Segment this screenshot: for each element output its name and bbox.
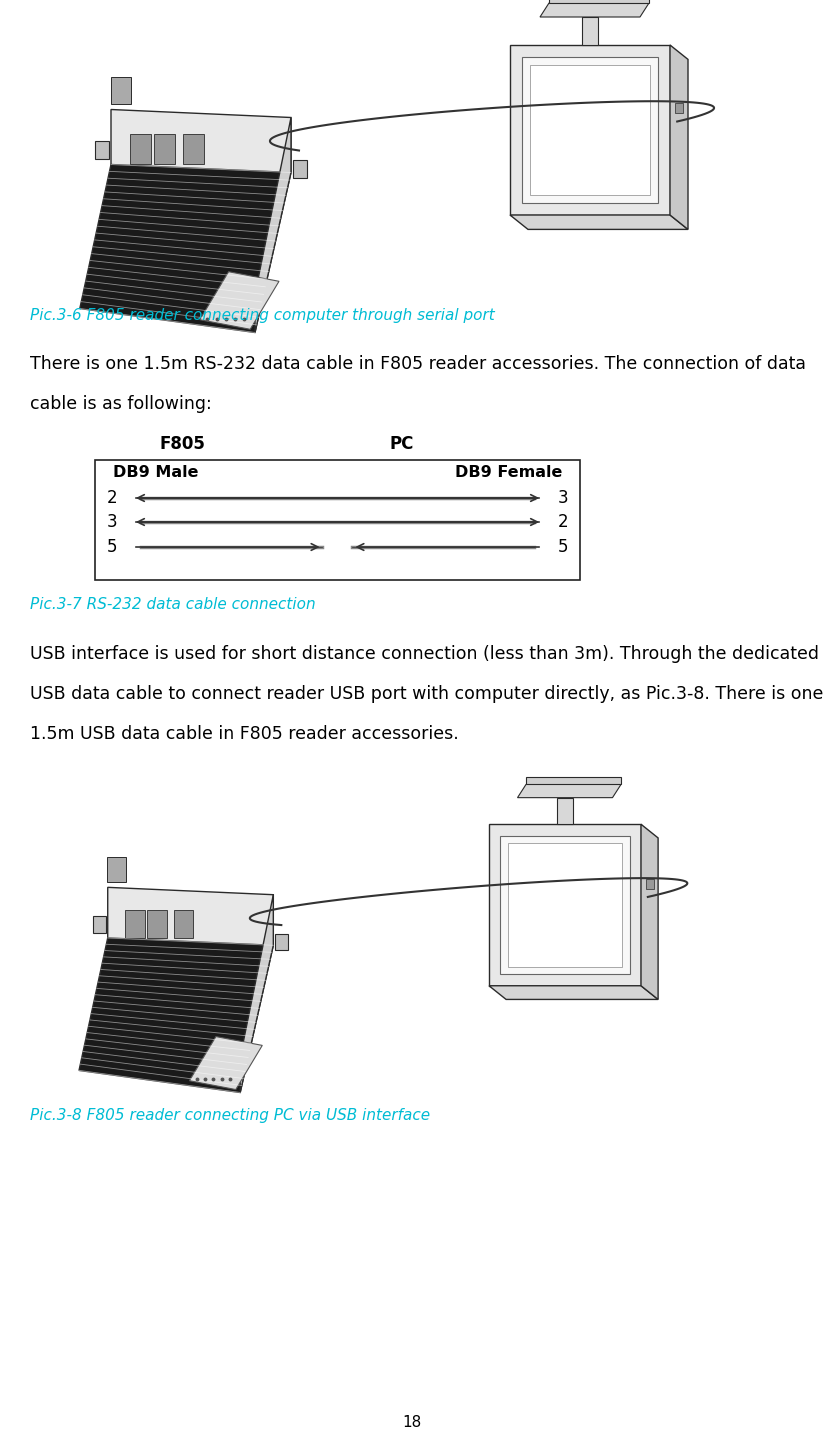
Bar [107, 857, 126, 882]
Text: F805: F805 [160, 435, 206, 452]
Polygon shape [111, 109, 291, 172]
Text: There is one 1.5m RS-232 data cable in F805 reader accessories. The connection o: There is one 1.5m RS-232 data cable in F… [30, 355, 806, 373]
Bar [293, 159, 307, 178]
Polygon shape [255, 118, 291, 333]
Bar [676, 103, 683, 113]
Text: 2: 2 [107, 490, 118, 507]
Polygon shape [549, 0, 649, 3]
Text: 3: 3 [107, 513, 118, 531]
Bar [174, 910, 193, 938]
Polygon shape [540, 3, 649, 17]
Text: USB data cable to connect reader USB port with computer directly, as Pic.3-8. Th: USB data cable to connect reader USB por… [30, 685, 823, 704]
Bar [110, 76, 131, 103]
Text: PC: PC [390, 435, 414, 452]
Bar [557, 797, 573, 824]
Text: Pic.3-8 F805 reader connecting PC via USB interface: Pic.3-8 F805 reader connecting PC via US… [30, 1109, 430, 1123]
Polygon shape [200, 271, 279, 329]
Bar [154, 134, 175, 164]
Polygon shape [641, 824, 658, 999]
Polygon shape [510, 215, 688, 230]
Polygon shape [518, 784, 621, 797]
Bar [93, 916, 106, 933]
Bar [276, 933, 288, 951]
Bar [582, 17, 598, 45]
Text: 18: 18 [402, 1414, 421, 1430]
Text: Pic.3-7 RS-232 data cable connection: Pic.3-7 RS-232 data cable connection [30, 597, 316, 612]
Polygon shape [670, 45, 688, 230]
Polygon shape [526, 777, 621, 784]
Bar [125, 910, 145, 938]
Polygon shape [108, 887, 273, 945]
Text: DB9 Male: DB9 Male [113, 465, 198, 480]
Polygon shape [510, 45, 670, 215]
Bar [530, 65, 650, 195]
Polygon shape [80, 165, 291, 333]
Bar [147, 910, 167, 938]
Polygon shape [489, 824, 641, 985]
Polygon shape [240, 895, 273, 1093]
Text: 1.5m USB data cable in F805 reader accessories.: 1.5m USB data cable in F805 reader acces… [30, 725, 458, 742]
Text: 2: 2 [557, 513, 568, 531]
Text: 5: 5 [557, 538, 568, 556]
Bar [95, 460, 580, 580]
Bar [95, 141, 109, 159]
Bar [646, 879, 653, 889]
Text: cable is as following:: cable is as following: [30, 395, 212, 414]
Polygon shape [79, 938, 273, 1093]
Text: 3: 3 [557, 490, 568, 507]
Bar [183, 134, 204, 164]
Bar [508, 843, 622, 966]
Bar [522, 57, 658, 202]
Polygon shape [489, 985, 658, 999]
Text: 5: 5 [107, 538, 118, 556]
Text: Pic.3-6 F805 reader connecting computer through serial port: Pic.3-6 F805 reader connecting computer … [30, 307, 495, 323]
Polygon shape [189, 1037, 263, 1090]
Bar [130, 134, 151, 164]
Bar [500, 836, 630, 975]
Text: USB interface is used for short distance connection (less than 3m). Through the : USB interface is used for short distance… [30, 645, 819, 663]
Text: DB9 Female: DB9 Female [454, 465, 562, 480]
